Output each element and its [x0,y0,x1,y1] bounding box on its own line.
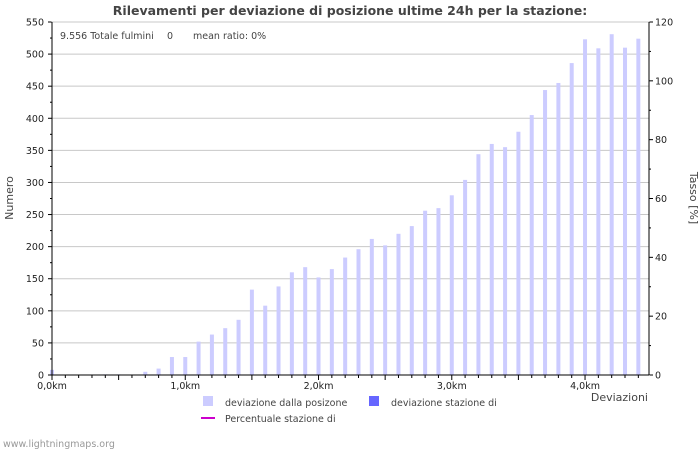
bar [516,131,521,375]
bar [636,38,641,376]
bar [356,249,361,375]
y2-tick-label: 0 [655,371,661,382]
bar [249,289,254,375]
x-tick-label: 4,0km [570,381,600,392]
bar [396,233,401,375]
x-tick-label: 1,0km [170,381,200,392]
legend-label-deviazione-posizione: deviazione dalla posizone [225,398,348,409]
footer-credit[interactable]: www.lightningmaps.org [3,439,115,450]
bar [223,328,228,375]
bar [276,286,281,375]
legend-swatch-deviazione-posizione [203,396,213,406]
bar [529,115,534,376]
bar [423,210,428,375]
legend: deviazione dalla posizone deviazione sta… [201,396,497,425]
y-tick-label: 350 [26,146,44,157]
bar [476,154,481,375]
bar [209,334,214,375]
info-total: 9.556 Totale fulmini [60,31,154,42]
chart-title: Rilevamenti per deviazione di posizione … [113,3,587,18]
y2-tick-label: 80 [655,135,667,146]
bar [489,143,494,375]
bar [596,48,601,375]
bar [369,238,374,375]
bar [543,90,548,376]
y-tick-label: 50 [32,338,44,349]
legend-label-percentuale: Percentuale stazione di [225,414,336,425]
x-tick-label: 2,0km [304,381,334,392]
y2-axis-label: Tasso [%] [687,171,700,224]
legend-label-deviazione-stazione: deviazione stazione di [391,398,497,409]
y-axis-label: Numero [3,176,16,220]
y2-tick-label: 100 [655,76,673,87]
bar [556,82,561,376]
y2-tick-label: 120 [655,18,673,29]
bar [409,226,414,375]
bar [623,47,628,375]
bar [143,371,148,375]
bar [343,257,348,375]
legend-swatch-deviazione-stazione [369,396,379,406]
bar [156,368,161,375]
y-tick-label: 0 [38,371,44,382]
bar [463,179,468,375]
bar [183,357,188,375]
y2-tick-label: 60 [655,194,667,205]
y-tick-label: 500 [26,50,44,61]
info-ratio: mean ratio: 0% [193,31,266,42]
bar [316,277,321,375]
y-tick-label: 300 [26,178,44,189]
y-tick-label: 550 [26,18,44,29]
bar [583,39,588,375]
bar [263,305,268,375]
y-tick-label: 100 [26,306,44,317]
bar [609,34,614,375]
x-tick-label: 3,0km [437,381,467,392]
y-tick-label: 250 [26,210,44,221]
bar [569,63,574,376]
y-tick-label: 150 [26,274,44,285]
bar [236,319,241,375]
bar [436,208,441,375]
bar [383,245,388,375]
bar [503,147,508,375]
y-tick-label: 200 [26,242,44,253]
bar [169,357,174,375]
y-tick-label: 400 [26,114,44,125]
bar [303,267,308,375]
y2-tick-label: 20 [655,312,667,323]
x-axis-label: Deviazioni [591,391,648,404]
bar [449,195,454,375]
bar [196,341,201,375]
bar [289,272,294,375]
info-station: 0 [167,31,173,42]
bar [329,269,334,375]
y2-tick-label: 40 [655,253,667,264]
y-tick-label: 450 [26,82,44,93]
x-tick-label: 0,0km [37,381,67,392]
